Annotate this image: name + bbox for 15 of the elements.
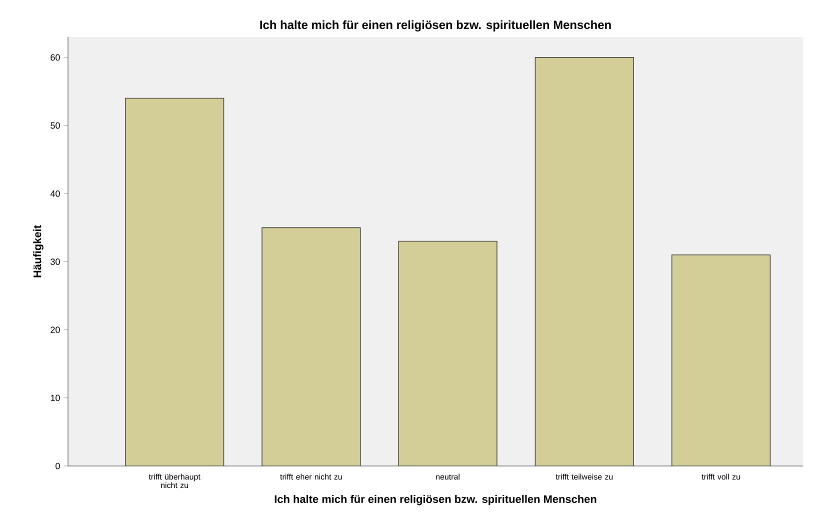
y-tick-label: 30 xyxy=(50,258,60,265)
y-axis-title: Häufigkeit xyxy=(33,225,44,278)
bar xyxy=(124,98,224,466)
y-tick-label: 10 xyxy=(50,394,60,402)
y-tick-label: 50 xyxy=(50,122,60,129)
y-tick-label: 40 xyxy=(50,190,60,197)
bar xyxy=(398,240,498,466)
y-tick-label: 0 xyxy=(56,462,60,470)
x-axis-title: Ich halte mich für einen religiösen bzw. spirituellen Menschen xyxy=(274,494,596,506)
bar xyxy=(262,227,361,466)
y-tick-label: 60 xyxy=(50,54,60,61)
bar xyxy=(534,57,634,466)
y-tick-label: 20 xyxy=(50,326,60,333)
bar xyxy=(671,254,771,466)
chart-title: Ich halte mich für einen religiösen bzw. spirituellen Menschen xyxy=(260,20,611,32)
